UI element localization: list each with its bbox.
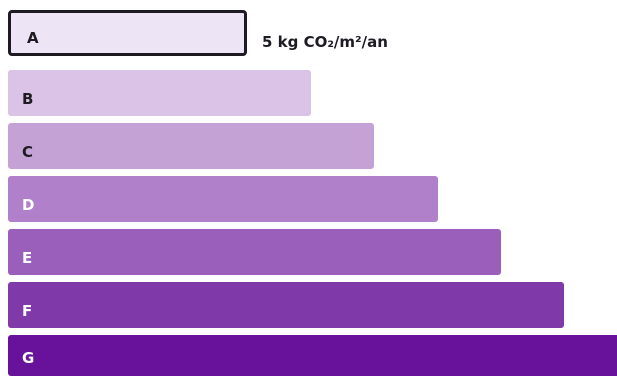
bar-c: C (8, 123, 374, 169)
bar-b: B (8, 70, 311, 116)
bar-label-g: G (22, 349, 35, 367)
bar-label-b: B (22, 90, 34, 108)
bar-label-f: F (22, 302, 33, 320)
bar-a: A (8, 10, 247, 56)
bar-f: F (8, 282, 564, 328)
bar-label-e: E (22, 249, 33, 267)
bar-label-c: C (22, 143, 34, 161)
bar-g: G (8, 335, 617, 376)
bar-d: D (8, 176, 438, 222)
bar-e: E (8, 229, 501, 275)
bar-label-d: D (22, 196, 35, 214)
bar-label-a: A (27, 29, 39, 47)
active-value-label: 5 kg CO₂/m²/an (262, 33, 388, 51)
